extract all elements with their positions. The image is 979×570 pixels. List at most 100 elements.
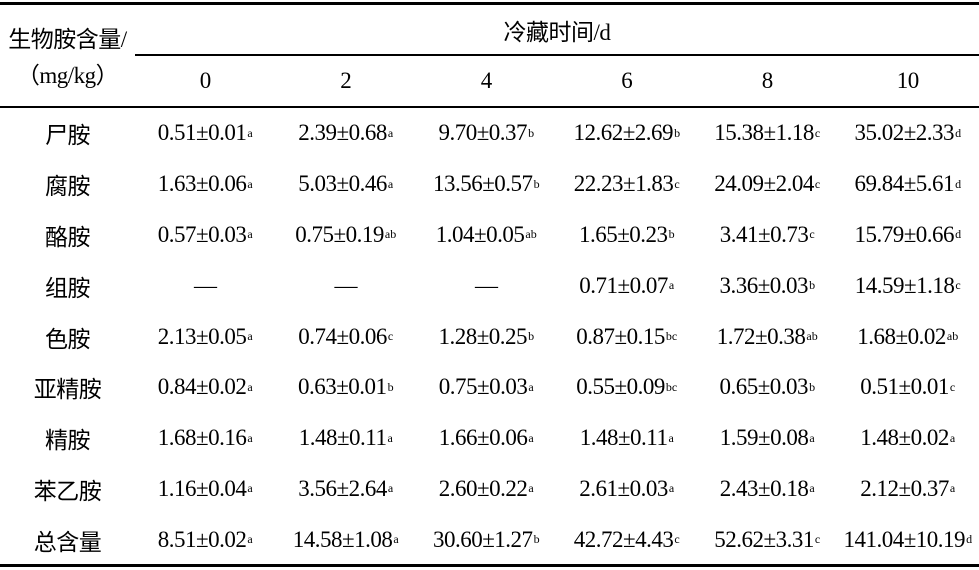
cell-value: 24.09±2.04 (714, 171, 814, 197)
cell: 13.56±0.57 b (416, 159, 557, 210)
cell: 15.38±1.18 c (697, 108, 838, 159)
row-label: 尸胺 (45, 123, 91, 149)
cell: 1.28±0.25 b (416, 311, 557, 362)
significance-letter: c (674, 532, 680, 547)
significance-letter: c (674, 176, 680, 191)
column-header: 4 (480, 68, 492, 93)
significance-letter: b (533, 532, 540, 547)
significance-letter: a (393, 532, 399, 547)
significance-letter: a (387, 125, 394, 140)
cell: 1.04±0.05 ab (416, 210, 557, 261)
significance-letter: d (955, 176, 962, 191)
cell: 1.72±0.38 ab (697, 311, 838, 362)
significance-letter: a (949, 430, 956, 445)
cell-value: 0.75±0.19 (295, 221, 384, 247)
row-label-header: 生物胺含量/ (8, 27, 127, 52)
cell-value: 0.57±0.03 (157, 221, 247, 247)
group-header: 冷藏时间/d (503, 20, 611, 45)
cell: 5.03±0.46 a (276, 159, 417, 210)
cell: 141.04±10.19 d (838, 514, 979, 565)
row-label: 苯乙胺 (33, 478, 102, 504)
column-header: 0 (199, 68, 211, 93)
cell: 15.79±0.66 d (838, 210, 979, 261)
significance-letter: b (533, 176, 540, 191)
cell: 0.71±0.07 a (557, 260, 698, 311)
significance-letter: a (809, 430, 815, 445)
cell-value: 141.04±10.19 (843, 526, 966, 552)
significance-letter: c (809, 227, 815, 242)
cell-value: 2.12±0.37 (860, 475, 949, 501)
cell: 42.72±4.43 c (557, 514, 698, 565)
significance-letter: b (674, 125, 681, 140)
cell: 9.70±0.37 b (416, 108, 557, 159)
cell-value: 35.02±2.33 (854, 120, 955, 146)
cell-value: 5.03±0.46 (298, 171, 387, 197)
cell: 8.51±0.02 a (135, 514, 276, 565)
cell-value: 0.84±0.02 (157, 374, 247, 400)
cell: 2.13±0.05 a (135, 311, 276, 362)
cell-value: 13.56±0.57 (432, 171, 533, 197)
cell-value: 3.36±0.03 (719, 272, 809, 298)
significance-letter: a (668, 481, 675, 496)
cell: 2.39±0.68 a (276, 108, 417, 159)
significance-letter: a (949, 481, 956, 496)
cell-value: 1.16±0.04 (157, 475, 247, 501)
cell-value: 1.68±0.16 (157, 425, 247, 451)
cell: 1.48±0.02 a (838, 413, 979, 464)
cell: 2.61±0.03 a (557, 464, 698, 515)
cell-value: 0.65±0.03 (719, 374, 809, 400)
cell-value: 3.56±2.64 (298, 475, 387, 501)
significance-letter: d (966, 532, 973, 547)
cell-value: — (475, 272, 498, 298)
cell-value: 1.59±0.08 (719, 425, 809, 451)
cell-value: 2.39±0.68 (298, 120, 387, 146)
significance-letter: b (668, 227, 675, 242)
cell-value: 52.62±3.31 (714, 526, 814, 552)
cell-value: 1.48±0.11 (579, 425, 668, 451)
cell-value: 1.72±0.38 (716, 323, 806, 349)
significance-letter: a (528, 379, 534, 394)
header-rule (0, 106, 979, 108)
cell-value: — (334, 272, 358, 298)
cell: 1.68±0.02 ab (838, 311, 979, 362)
cell: 0.63±0.01 b (276, 362, 417, 413)
significance-letter: a (387, 176, 394, 191)
row-label: 腐胺 (45, 174, 91, 200)
cell: — (276, 260, 417, 311)
cell-value: 69.84±5.61 (854, 171, 955, 197)
cell-value: 42.72±4.43 (573, 526, 674, 552)
cell-value: 0.51±0.01 (157, 120, 247, 146)
significance-letter: d (955, 125, 962, 140)
cell-value: 1.63±0.06 (157, 171, 247, 197)
cell-value: 30.60±1.27 (432, 526, 533, 552)
significance-letter: ab (806, 329, 818, 344)
significance-letter: a (528, 430, 534, 445)
cell: 0.57±0.03 a (135, 210, 276, 261)
cell-value: 22.23±1.83 (573, 171, 674, 197)
cell: 1.48±0.11 a (276, 413, 417, 464)
significance-letter: ab (946, 329, 959, 344)
row-label: 亚精胺 (33, 377, 102, 403)
cell-value: 15.79±0.66 (854, 221, 955, 247)
cell: 0.87±0.15 bc (557, 311, 698, 362)
cell-value: 1.66±0.06 (438, 425, 528, 451)
cell-value: 0.63±0.01 (297, 374, 387, 400)
column-header: 2 (340, 68, 352, 93)
cell-value: 1.28±0.25 (438, 323, 528, 349)
significance-letter: b (809, 278, 816, 293)
column-header: 6 (621, 68, 633, 93)
cell: 22.23±1.83 c (557, 159, 698, 210)
cell-value: 3.41±0.73 (719, 221, 809, 247)
cell: 0.84±0.02 a (135, 362, 276, 413)
row-label: 酪胺 (45, 224, 91, 250)
cell: 35.02±2.33 d (838, 108, 979, 159)
cell: 2.12±0.37 a (838, 464, 979, 515)
cell-value: 14.58±1.08 (292, 526, 393, 552)
cell: 3.36±0.03 b (697, 260, 838, 311)
cell: 0.74±0.06 c (276, 311, 417, 362)
row-label: 组胺 (45, 275, 91, 301)
cell-value: 8.51±0.02 (157, 526, 247, 552)
column-header: 8 (761, 68, 773, 93)
cell-value: 0.55±0.09 (576, 374, 665, 400)
significance-letter: a (528, 481, 534, 496)
